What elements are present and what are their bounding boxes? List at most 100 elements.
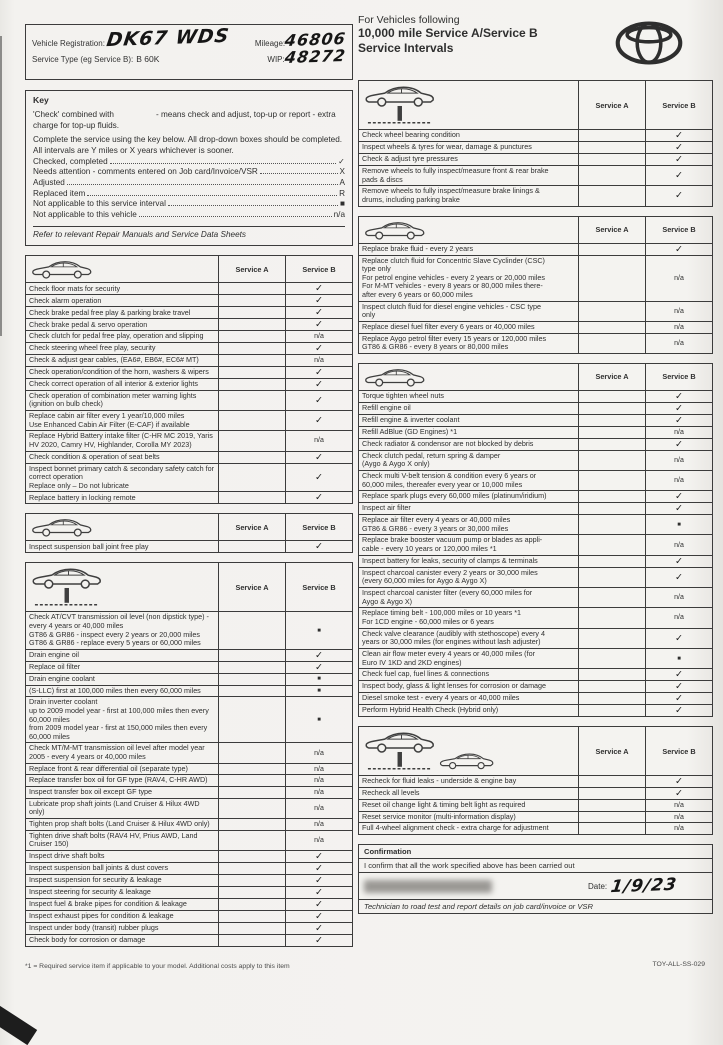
service-a-mark [578,153,646,166]
service-b-mark: ■ [285,684,353,698]
table-row: Tighten prop shaft bolts (Land Cruiser &… [25,817,353,831]
service-b-mark: ✓ [645,164,713,187]
service-a-mark [578,185,646,207]
service-b-mark: n/a [645,469,713,492]
table-header-row: Service A Service B [25,562,353,613]
service-item-label: Tighten prop shaft bolts (Land Cruiser &… [25,817,219,831]
key-item-label: Adjusted [33,178,65,188]
table-icon-cell [358,80,579,130]
table-row: Replace brake booster vacuum pump or bla… [358,534,713,556]
confirmation-statement: I confirm that all the work specified ab… [359,859,712,874]
service-b-mark: n/a [645,799,713,812]
service-a-mark [578,490,646,504]
table-row: Check valve clearance (audibly with stet… [358,627,713,649]
key-item: Needs attention - comments entered on Jo… [33,167,345,178]
service-a-mark [578,566,646,589]
service-b-mark: ✓ [645,566,713,589]
table-row: Check clutch for pedal free play, operat… [25,330,353,344]
service-item-label: Inspect charcoal canister every 2 years … [358,566,579,589]
service-b-mark: n/a [645,587,713,609]
table-row: Replace cabin air filter every 1 year/10… [25,409,353,432]
table-row: Check MT/M-MT transmission oil level aft… [25,742,353,764]
table-row: Replace diesel fuel filter every 6 years… [358,321,713,334]
service-item-label: Replace brake fluid - every 2 years [358,242,579,256]
service-item-label: Refill engine & inverter coolant [358,413,579,427]
table-row: Check wheel bearing condition ✓ [358,129,713,142]
service-item-label: Inspect body, glass & light lenses for c… [358,680,579,694]
service-item-label: Replace transfer box oil for GF type (RA… [25,774,219,788]
service-a-mark [218,450,286,464]
service-item-label: Check floor mats for security [25,282,219,296]
service-b-column-header: Service B [285,562,353,613]
date-value: 1/9/23 [609,874,679,897]
service-item-label: Refill AdBlue (GD Engines) *1 [358,425,579,439]
service-b-mark: ■ [285,673,353,686]
service-a-mark [578,799,646,812]
service-item-label: Replace Hybrid Battery intake filter (C-… [25,430,219,452]
right-service-tables: Service A Service B Check wheel bearing co… [358,80,713,836]
service-a-mark [578,554,646,568]
table-row: Check operation of combination meter war… [25,389,353,411]
service-a-mark [218,540,286,554]
service-a-mark [578,647,646,670]
service-b-mark: ✓ [645,129,713,142]
service-item-label: Replace Aygo petrol filter every 15 year… [358,332,579,354]
service-b-mark: ✓ [645,554,713,568]
key-item: Not applicable to this vehicle n/a [33,210,345,221]
service-b-mark: n/a [285,330,353,344]
table-row: Inspect fuel & brake pipes for condition… [25,897,353,911]
service-a-mark [578,242,646,256]
service-b-mark: n/a [285,762,353,776]
table-header-row: Service A Service B [358,362,713,391]
service-b-mark: n/a [285,817,353,831]
service-item-label: Check wheel bearing condition [358,129,579,142]
dotted-leader [87,194,338,196]
service-a-mark [218,797,286,819]
table-row: Check & adjust tyre pressures ✓ [358,153,713,166]
service-b-mark: ✓ [285,540,353,554]
service-b-mark: ✓ [285,933,353,947]
page-footnote: *1 = Required service item if applicable… [25,963,290,970]
table-row: Reset oil change light & timing belt lig… [358,799,713,812]
confirmation-box: Confirmation I confirm that all the work… [358,844,713,915]
service-b-mark: n/a [285,774,353,788]
service-table: Service A Service B Torque tighten wheel n… [358,362,713,718]
table-row: Diesel smoke test - every 4 years or 40,… [358,692,713,706]
service-a-mark [218,354,286,367]
table-row: Refill AdBlue (GD Engines) *1 n/a [358,425,713,439]
table-row: Inspect suspension ball joint free play ✓ [25,540,353,554]
service-b-column-header: Service B [645,362,713,391]
service-item-label: Replace clutch fluid for Concentric Slav… [358,254,579,302]
scan-corner-artifact [0,1004,38,1045]
service-b-mark: ✓ [285,342,353,356]
table-icon-cell [25,513,219,542]
table-row: Replace Aygo petrol filter every 15 year… [358,332,713,354]
service-b-mark: ✓ [285,897,353,911]
service-item-label: Inspect exhaust pipes for condition & le… [25,909,219,923]
technician-note: Technician to road test and report detai… [364,902,593,912]
key-item-symbol: ✓ [338,156,345,166]
service-a-mark [218,885,286,899]
service-a-column-header: Service A [218,513,286,542]
service-b-mark: ✓ [645,401,713,415]
title-line-2: 10,000 mile Service A/Service B [358,26,538,40]
service-b-mark: ■ [285,611,353,650]
car-icon [32,519,92,538]
wip-value: 48272 [283,45,347,68]
scan-edge-artifact [0,36,2,336]
table-row: Check clutch pedal, return spring & damp… [358,449,713,471]
service-a-mark [218,762,286,776]
service-b-mark: n/a [285,829,353,851]
table-row: Replace brake fluid - every 2 years ✓ [358,242,713,256]
service-item-label: Remove wheels to fully inspect/measure b… [358,185,579,207]
service-a-mark [578,300,646,323]
service-table: Service A Service B Inspect suspension bal… [25,513,353,554]
table-row: Inspect bonnet primary catch & secondary… [25,462,353,493]
table-row: Inspect charcoal canister filter (every … [358,587,713,609]
service-item-label: Inspect bonnet primary catch & secondary… [25,462,219,493]
document-title: For Vehicles following 10,000 mile Servi… [358,14,713,76]
service-a-mark [578,389,646,403]
service-a-mark [218,294,286,308]
service-a-mark [218,774,286,788]
service-b-mark: ✓ [645,413,713,427]
